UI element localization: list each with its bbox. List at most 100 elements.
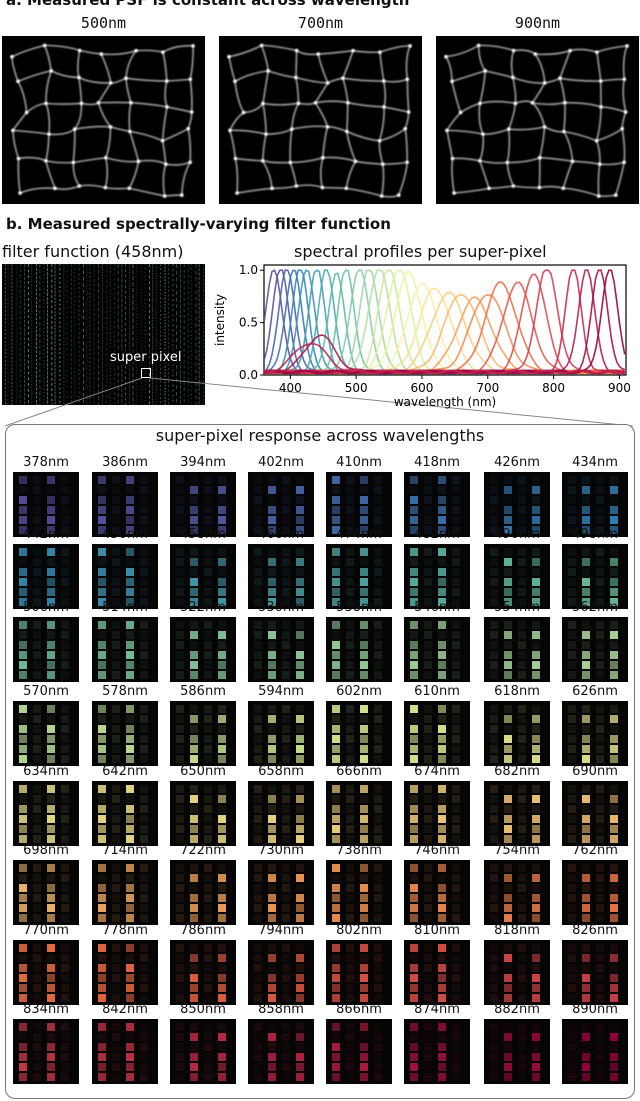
super-pixel-response — [484, 701, 550, 766]
response-tile — [282, 904, 290, 912]
wavelength-label: 538nm — [336, 600, 382, 615]
response-tile — [438, 588, 446, 596]
response-tile — [410, 1073, 418, 1081]
response-tile — [490, 755, 498, 763]
response-tile — [360, 914, 368, 922]
x-tick-label: 800 — [542, 381, 565, 395]
response-tile — [61, 785, 69, 793]
response-tile — [490, 705, 498, 713]
super-pixel-response — [404, 860, 470, 925]
response-tile — [112, 785, 120, 793]
response-tile — [518, 795, 526, 803]
response-tile — [360, 558, 368, 566]
super-pixel-response — [326, 860, 392, 925]
response-tile — [218, 558, 226, 566]
response-tile — [218, 904, 226, 912]
response-tile — [190, 954, 198, 962]
response-tile — [596, 864, 604, 872]
wavelength-label: 858nm — [258, 1002, 304, 1017]
response-tile — [410, 1063, 418, 1071]
response-tile — [19, 548, 27, 556]
response-tile — [33, 815, 41, 823]
response-tile — [438, 894, 446, 902]
response-tile — [360, 805, 368, 813]
response-tile — [126, 516, 134, 524]
response-tile — [532, 578, 540, 586]
response-tile — [98, 1073, 106, 1081]
response-tile — [19, 884, 27, 892]
response-tile — [61, 984, 69, 992]
response-tile — [176, 904, 184, 912]
response-tile — [190, 884, 198, 892]
response-tile — [374, 1043, 382, 1051]
response-tile — [424, 1023, 432, 1031]
response-tile — [296, 795, 304, 803]
response-tile — [61, 755, 69, 763]
response-tile — [568, 568, 576, 576]
response-tile — [254, 496, 262, 504]
response-tile — [504, 661, 512, 669]
response-tile — [504, 914, 512, 922]
response-tile — [112, 904, 120, 912]
response-tile — [332, 548, 340, 556]
super-pixel-response — [326, 544, 392, 609]
response-tile — [140, 516, 148, 524]
response-tile — [33, 621, 41, 629]
response-tile — [374, 621, 382, 629]
response-tile — [360, 894, 368, 902]
response-tile — [610, 516, 618, 524]
response-tile — [254, 954, 262, 962]
response-tile — [218, 1053, 226, 1061]
response-tile — [218, 984, 226, 992]
response-tile — [504, 516, 512, 524]
response-tile — [19, 705, 27, 713]
response-tile — [296, 835, 304, 843]
response-tile — [374, 835, 382, 843]
response-tile — [410, 735, 418, 743]
response-tile — [282, 705, 290, 713]
response-tile — [254, 904, 262, 912]
response-tile — [490, 884, 498, 892]
response-tile — [126, 874, 134, 882]
response-tile — [140, 526, 148, 534]
response-tile — [410, 568, 418, 576]
response-tile — [112, 651, 120, 659]
response-tile — [204, 884, 212, 892]
super-pixel-response — [13, 617, 79, 682]
response-tile — [360, 1053, 368, 1061]
response-tile — [61, 476, 69, 484]
response-tile — [582, 506, 590, 514]
response-tile — [438, 755, 446, 763]
wavelength-label: 482nm — [414, 527, 460, 542]
response-tile — [452, 588, 460, 596]
response-tile — [332, 755, 340, 763]
response-tile — [582, 785, 590, 793]
response-tile — [360, 1043, 368, 1051]
response-tile — [282, 785, 290, 793]
response-tile — [532, 486, 540, 494]
response-tile — [140, 705, 148, 713]
response-tile — [610, 914, 618, 922]
response-tile — [176, 476, 184, 484]
response-tile — [112, 884, 120, 892]
response-tile — [332, 974, 340, 982]
response-tile — [452, 1023, 460, 1031]
response-tile — [204, 1073, 212, 1081]
response-tile — [268, 486, 276, 494]
response-tile — [98, 964, 106, 972]
response-tile — [610, 486, 618, 494]
response-tile — [424, 651, 432, 659]
response-tile — [204, 641, 212, 649]
response-tile — [61, 1023, 69, 1031]
response-tile — [374, 476, 382, 484]
response-tile — [190, 641, 198, 649]
response-tile — [268, 661, 276, 669]
response-tile — [176, 894, 184, 902]
response-tile — [360, 641, 368, 649]
response-tile — [254, 598, 262, 606]
response-tile — [190, 994, 198, 1002]
response-tile — [176, 1023, 184, 1031]
super-pixel-response — [404, 617, 470, 682]
response-tile — [452, 548, 460, 556]
response-tile — [47, 864, 55, 872]
